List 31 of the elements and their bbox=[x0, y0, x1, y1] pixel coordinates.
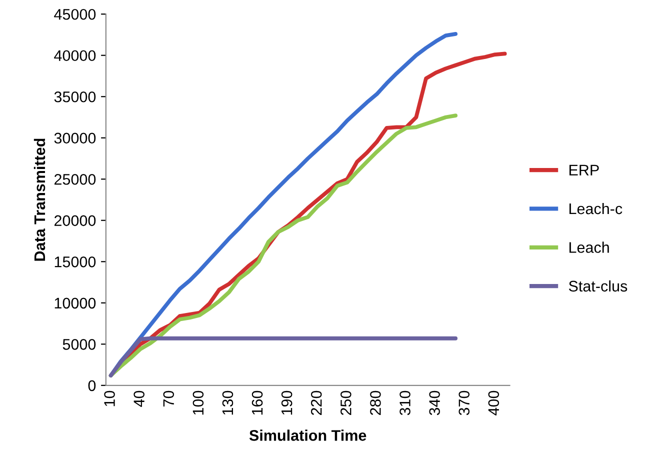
x-tick-label: 340 bbox=[429, 390, 440, 416]
x-tick-label: 190 bbox=[281, 390, 292, 415]
x-axis-title: Simulation Time bbox=[249, 430, 366, 441]
x-tick-label: 70 bbox=[163, 390, 174, 406]
y-tick-label: 25000 bbox=[54, 174, 96, 185]
y-tick-label: 0 bbox=[88, 380, 96, 392]
x-tick-label: 220 bbox=[310, 390, 322, 415]
y-tick-label: 15000 bbox=[54, 256, 96, 268]
x-tick-label: 400 bbox=[488, 390, 500, 416]
x-tick-label: 310 bbox=[400, 390, 410, 416]
x-tick-label: 160 bbox=[252, 390, 263, 415]
x-tick-label: 100 bbox=[192, 390, 204, 415]
y-tick-label: 35000 bbox=[54, 91, 96, 102]
legend-label: Stat-clus bbox=[568, 280, 628, 292]
y-tick-label: 30000 bbox=[54, 132, 96, 144]
legend-label: ERP bbox=[569, 164, 599, 176]
x-tick-label: 370 bbox=[458, 390, 470, 416]
y-axis-title: Data Transmitted bbox=[34, 138, 46, 261]
y-tick-label: 5000 bbox=[62, 339, 96, 350]
y-tick-label: 45000 bbox=[54, 8, 96, 20]
line-series bbox=[108, 336, 458, 378]
x-tick-label: 280 bbox=[370, 390, 381, 415]
y-tick-label: 10000 bbox=[54, 298, 96, 309]
legend-label: Leach-c bbox=[569, 202, 622, 214]
x-tick-label: 250 bbox=[340, 390, 352, 415]
x-tick-label: 130 bbox=[222, 390, 234, 415]
legend-label: Leach bbox=[569, 242, 609, 253]
y-tick-label: 20000 bbox=[54, 215, 96, 226]
x-tick-label: 10 bbox=[104, 390, 115, 406]
x-tick-label: 40 bbox=[134, 390, 144, 407]
y-tick-label: 40000 bbox=[54, 50, 96, 62]
